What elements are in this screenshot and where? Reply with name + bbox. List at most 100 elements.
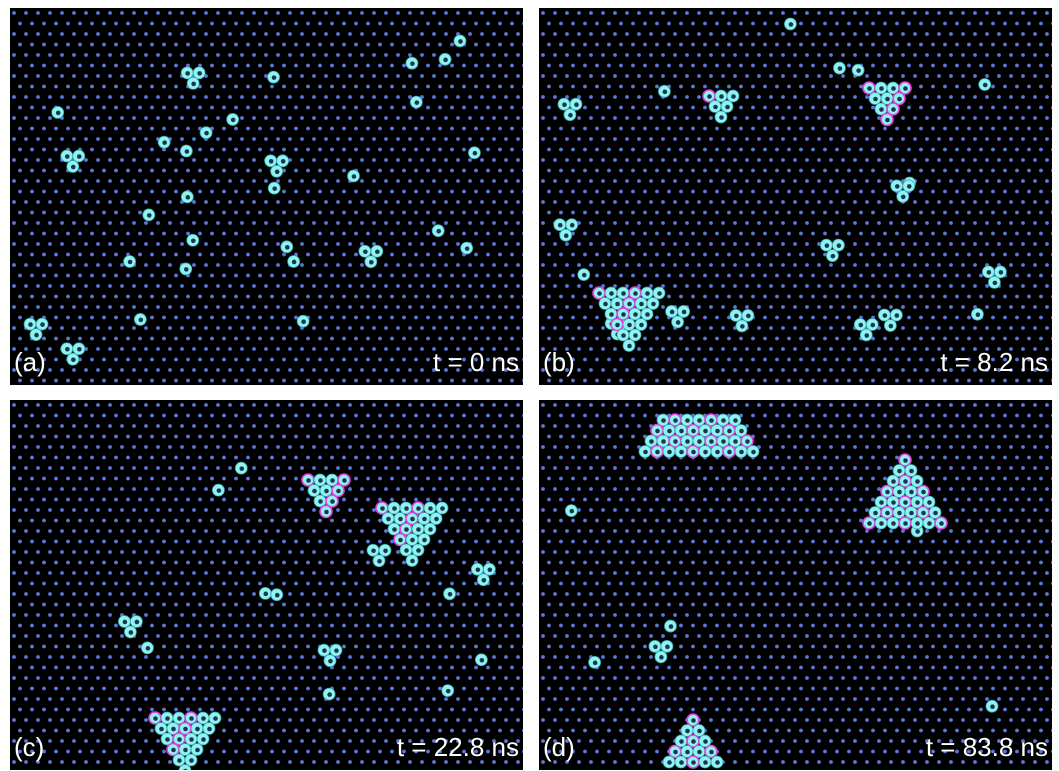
adatom-core [627,302,632,307]
adatom-core [324,489,329,494]
adatom-core [709,439,714,444]
adatom-core [901,195,906,200]
adatom-core [873,511,878,516]
adatom-core [272,75,277,80]
adatom-core [725,105,730,110]
adatom-core [789,22,794,27]
adatom-core [733,418,738,423]
adatom-core [195,727,200,732]
adatom-core [363,249,368,254]
adatom-core [879,521,884,526]
adatom-core [197,71,202,76]
adatom-core [709,750,714,755]
adatom-core [990,704,995,709]
adatom-core [667,760,672,765]
adatom-core [895,313,900,318]
adatom-core [915,500,920,505]
adatom-core [746,314,751,319]
adatom-core [392,506,397,511]
adatom-core [186,195,191,200]
adatom-core [383,548,388,553]
adatom-core [318,499,323,504]
adatom-core [621,333,626,338]
adatom-core [410,559,415,564]
adatom-core [189,758,194,763]
adatom-core [897,490,902,495]
adatom-core [691,760,696,765]
adatom-core [670,310,675,315]
adatom-core [330,499,335,504]
adatom-core [380,506,385,511]
adatom-core [933,511,938,516]
adatom-core [65,154,70,159]
adatom-core [327,692,332,697]
adatom-core [903,521,908,526]
adatom-core [183,748,188,753]
adatom-core [615,302,620,307]
adatom-core [679,450,684,455]
adatom-core [336,489,341,494]
adatom-core [733,439,738,444]
adatom-core [34,333,39,338]
adatom-core [139,318,144,323]
adatom-core [921,511,926,516]
adatom-core [987,270,992,275]
adatom-core [428,506,433,511]
adatom-core [386,517,391,522]
adatom-core [739,429,744,434]
adatom-core [697,439,702,444]
adatom-core [568,113,573,118]
adatom-core [858,323,863,328]
adatom-core [128,260,133,265]
adatom-core [185,149,190,154]
adatom-core [691,718,696,723]
adatom-core [330,478,335,483]
adatom-core [371,548,376,553]
adatom-core [707,94,712,99]
adatom-core [135,620,140,625]
adatom-core [597,291,602,296]
adatom-core [621,312,626,317]
adatom-core [410,538,415,543]
adatom-core [465,246,470,251]
adatom-core [669,624,674,629]
adatom-core [715,760,720,765]
adatom-core [488,567,493,572]
adatom-core [342,478,347,483]
adatom-core [398,538,403,543]
adatom-core [691,450,696,455]
adatom-core [891,107,896,112]
adatom-core [285,245,290,250]
adatom-core [322,648,327,653]
adatom-core [207,727,212,732]
panel-label: (b) [543,347,575,377]
adatom-core [907,184,912,189]
adatom-core [731,94,736,99]
adatom-core [667,450,672,455]
adatom-core [65,347,70,352]
adatom-core [891,479,896,484]
adatom-core [825,243,830,248]
adatom-core [609,291,614,296]
adatom-core [673,418,678,423]
adatom-core [40,322,45,327]
adatom-core [312,489,317,494]
adatom-core [272,186,277,191]
time-label: t = 8.2 ns [940,347,1048,377]
adatom-core [301,319,306,324]
adatom-core [703,450,708,455]
adatom-core [715,450,720,455]
adatom-core [653,645,658,650]
adatom-core [719,115,724,120]
adatom-core [691,429,696,434]
adatom-core [885,97,890,102]
adatom-core [633,291,638,296]
adatom-core [146,646,151,651]
adatom-core [593,661,598,666]
adatom-core [976,312,981,317]
adatom-core [404,527,409,532]
adatom-core [177,716,182,721]
adatom-core [891,500,896,505]
adatom-core [239,466,244,471]
adatom-core [903,500,908,505]
